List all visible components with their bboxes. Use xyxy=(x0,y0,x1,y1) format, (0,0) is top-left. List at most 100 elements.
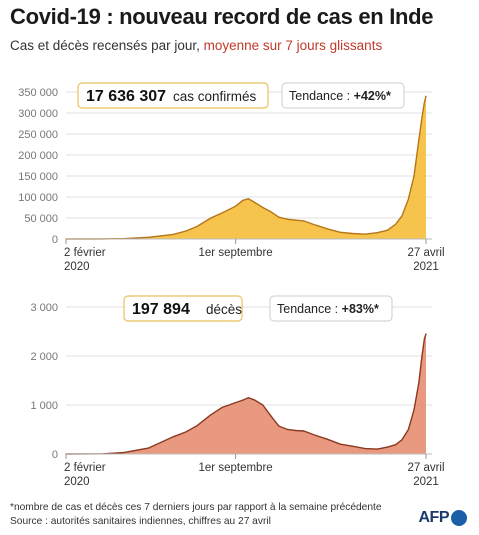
callout-box xyxy=(77,82,269,109)
y-tick-label: 250 000 xyxy=(18,129,58,141)
chart-title: Covid-19 : nouveau record de cas en Inde xyxy=(10,4,434,29)
chart-subtitle: Cas et décès recensés par jour, moyenne … xyxy=(10,38,382,53)
data-point xyxy=(221,212,223,214)
subtitle-main: Cas et décès recensés par jour, xyxy=(10,38,204,53)
data-point xyxy=(339,231,341,233)
subtitle-highlight: moyenne sur 7 jours glissants xyxy=(203,38,383,53)
y-tick-label: 350 000 xyxy=(18,87,58,99)
y-tick-label: 50 000 xyxy=(24,213,58,225)
data-point xyxy=(376,232,378,234)
data-point xyxy=(270,211,272,213)
trend-text: Tendance : +83%* xyxy=(277,302,379,316)
x-tick-label: 2 février xyxy=(64,462,106,474)
footer-source: Source : autorités sanitaires indiennes,… xyxy=(10,516,271,527)
data-point xyxy=(247,198,249,200)
data-point xyxy=(395,223,397,225)
data-point xyxy=(147,236,149,238)
data-point xyxy=(376,448,378,450)
total-callout: 197 894 décès xyxy=(123,295,243,322)
data-point xyxy=(221,406,223,409)
data-point xyxy=(401,439,403,441)
trend-value: +83%* xyxy=(342,302,379,316)
series-line xyxy=(66,96,427,240)
data-point xyxy=(242,399,244,401)
trend-callout: Tendance : +42%* xyxy=(281,82,405,109)
trend-label: Tendance : xyxy=(277,302,342,316)
data-point xyxy=(185,230,187,232)
data-point xyxy=(278,425,280,427)
data-point xyxy=(351,232,353,235)
y-tick-label: 150 000 xyxy=(18,171,58,183)
data-point xyxy=(315,434,317,436)
trend-box xyxy=(269,295,393,322)
y-tick-label: 100 000 xyxy=(18,192,58,204)
data-point xyxy=(247,397,249,399)
logo-dot-icon xyxy=(451,510,467,526)
x-tick-year: 2021 xyxy=(413,261,439,273)
data-point xyxy=(172,233,174,235)
data-point xyxy=(287,218,289,220)
cases-chart: 0 50 000 100 000 150 000 200 000 250 000 300 0… xyxy=(18,82,445,273)
y-tick-label: 3 000 xyxy=(30,302,58,314)
data-point xyxy=(364,233,366,235)
data-point xyxy=(235,401,237,404)
footer-note: *nombre de cas et décès ces 7 derniers j… xyxy=(10,502,382,513)
data-point xyxy=(418,382,420,384)
data-point xyxy=(351,445,353,447)
series-area xyxy=(66,96,426,239)
data-point xyxy=(303,430,305,432)
data-point xyxy=(423,101,425,104)
data-point xyxy=(235,205,237,207)
data-point xyxy=(387,229,389,231)
data-point xyxy=(421,116,423,118)
data-point xyxy=(327,228,329,230)
callout-value: 197 894 xyxy=(132,301,190,318)
data-point xyxy=(295,219,297,221)
x-tick-label: 27 avril xyxy=(407,247,444,259)
data-point xyxy=(339,443,341,445)
data-point xyxy=(303,220,305,222)
data-point xyxy=(315,224,317,226)
data-point xyxy=(421,355,423,357)
trend-text: Tendance : +42%* xyxy=(289,89,391,103)
x-tick-label: 27 avril xyxy=(407,462,444,474)
data-point xyxy=(425,95,427,97)
data-point xyxy=(270,415,272,417)
data-point xyxy=(242,199,244,201)
x-tick-year: 2021 xyxy=(413,476,439,488)
callout-box xyxy=(123,295,243,322)
logo-text: AFP xyxy=(418,509,450,526)
data-point xyxy=(254,399,256,401)
data-point xyxy=(123,451,125,454)
data-point xyxy=(172,436,174,438)
y-tick-label: 200 000 xyxy=(18,150,58,162)
data-point xyxy=(210,217,212,219)
data-point xyxy=(327,438,329,440)
deaths-chart: 0 1 000 2 000 3 000 2 février 2020 1er septemb… xyxy=(30,295,445,488)
data-point xyxy=(418,139,420,141)
data-point xyxy=(423,338,425,340)
callout-label: décès xyxy=(206,302,242,317)
data-point xyxy=(147,447,149,449)
data-point xyxy=(262,206,264,209)
x-tick-label: 1er septembre xyxy=(199,462,273,474)
data-point xyxy=(278,216,280,218)
y-tick-label: 0 xyxy=(52,234,58,246)
y-tick-label: 0 xyxy=(52,449,58,461)
y-tick-label: 1 000 xyxy=(30,400,58,412)
x-tick-year: 2020 xyxy=(64,261,90,273)
data-point xyxy=(210,414,212,416)
data-point xyxy=(262,404,264,406)
afp-logo: AFP xyxy=(418,509,467,527)
total-callout: 17 636 307 cas confirmés xyxy=(77,82,269,109)
trend-value: +42%* xyxy=(354,89,391,103)
data-point xyxy=(425,333,427,335)
x-tick-label: 2 février xyxy=(64,247,106,259)
data-point xyxy=(196,225,198,227)
trend-label: Tendance : xyxy=(289,89,354,103)
x-tick-label: 1er septembre xyxy=(199,247,273,259)
data-point xyxy=(407,428,409,431)
data-point xyxy=(413,175,415,177)
data-point xyxy=(196,424,198,427)
data-point xyxy=(407,198,409,200)
